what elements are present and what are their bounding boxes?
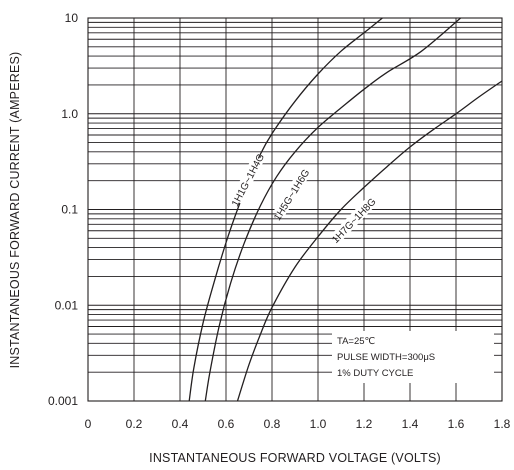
series-curve-3 bbox=[236, 80, 503, 402]
y-tick-labels: 0.001 0.01 0.1 1.0 10 bbox=[48, 11, 78, 408]
y-tick-label: 0.001 bbox=[48, 394, 78, 408]
curve-label-background bbox=[332, 198, 375, 242]
x-tick-label: 0.6 bbox=[218, 417, 235, 431]
curve-label-group: 1H5G~1H6G bbox=[272, 168, 312, 223]
x-axis-label: INSTANTANEOUS FORWARD VOLTAGE (VOLTS) bbox=[149, 451, 441, 465]
x-tick-label: 0.4 bbox=[172, 417, 189, 431]
x-tick-label: 0.2 bbox=[126, 417, 143, 431]
note-duty-cycle: 1% DUTY CYCLE bbox=[337, 368, 413, 379]
x-tick-label: 1.4 bbox=[402, 417, 419, 431]
x-tick-label: 0 bbox=[85, 417, 92, 431]
note-temperature: TA=25℃ bbox=[337, 336, 376, 347]
x-tick-label: 1.8 bbox=[494, 417, 511, 431]
plot-frame bbox=[87, 17, 503, 402]
y-tick-label: 0.01 bbox=[55, 298, 79, 312]
grid bbox=[88, 18, 502, 401]
y-axis-label: INSTANTANEOUS FORWARD CURRENT (AMPERES) bbox=[8, 52, 22, 369]
x-tick-label: 1.0 bbox=[310, 417, 327, 431]
curve-label-background bbox=[273, 170, 309, 218]
note-background bbox=[332, 331, 494, 383]
curve-labels: 1H1G~1H4G 1H5G~1H6G 1H7G~1H8G bbox=[230, 152, 379, 246]
test-conditions-note: TA=25℃ PULSE WIDTH=300μS 1% DUTY CYCLE bbox=[332, 331, 494, 383]
note-pulse-width: PULSE WIDTH=300μS bbox=[337, 352, 435, 363]
y-tick-label: 10 bbox=[65, 11, 79, 25]
y-tick-label: 0.1 bbox=[61, 203, 78, 217]
y-tick-label: 1.0 bbox=[61, 107, 78, 121]
x-tick-label: 1.6 bbox=[448, 417, 465, 431]
x-tick-label: 0.8 bbox=[264, 417, 281, 431]
x-tick-labels: 0 0.2 0.4 0.6 0.8 1.0 1.2 1.4 1.6 1.8 bbox=[85, 417, 511, 431]
curve-label: 1H5G~1H6G bbox=[272, 168, 312, 223]
curve-label-background bbox=[230, 155, 264, 204]
series-curve-2 bbox=[204, 17, 462, 402]
x-tick-label: 1.2 bbox=[356, 417, 373, 431]
curve-label-group: 1H1G~1H4G bbox=[230, 152, 267, 209]
